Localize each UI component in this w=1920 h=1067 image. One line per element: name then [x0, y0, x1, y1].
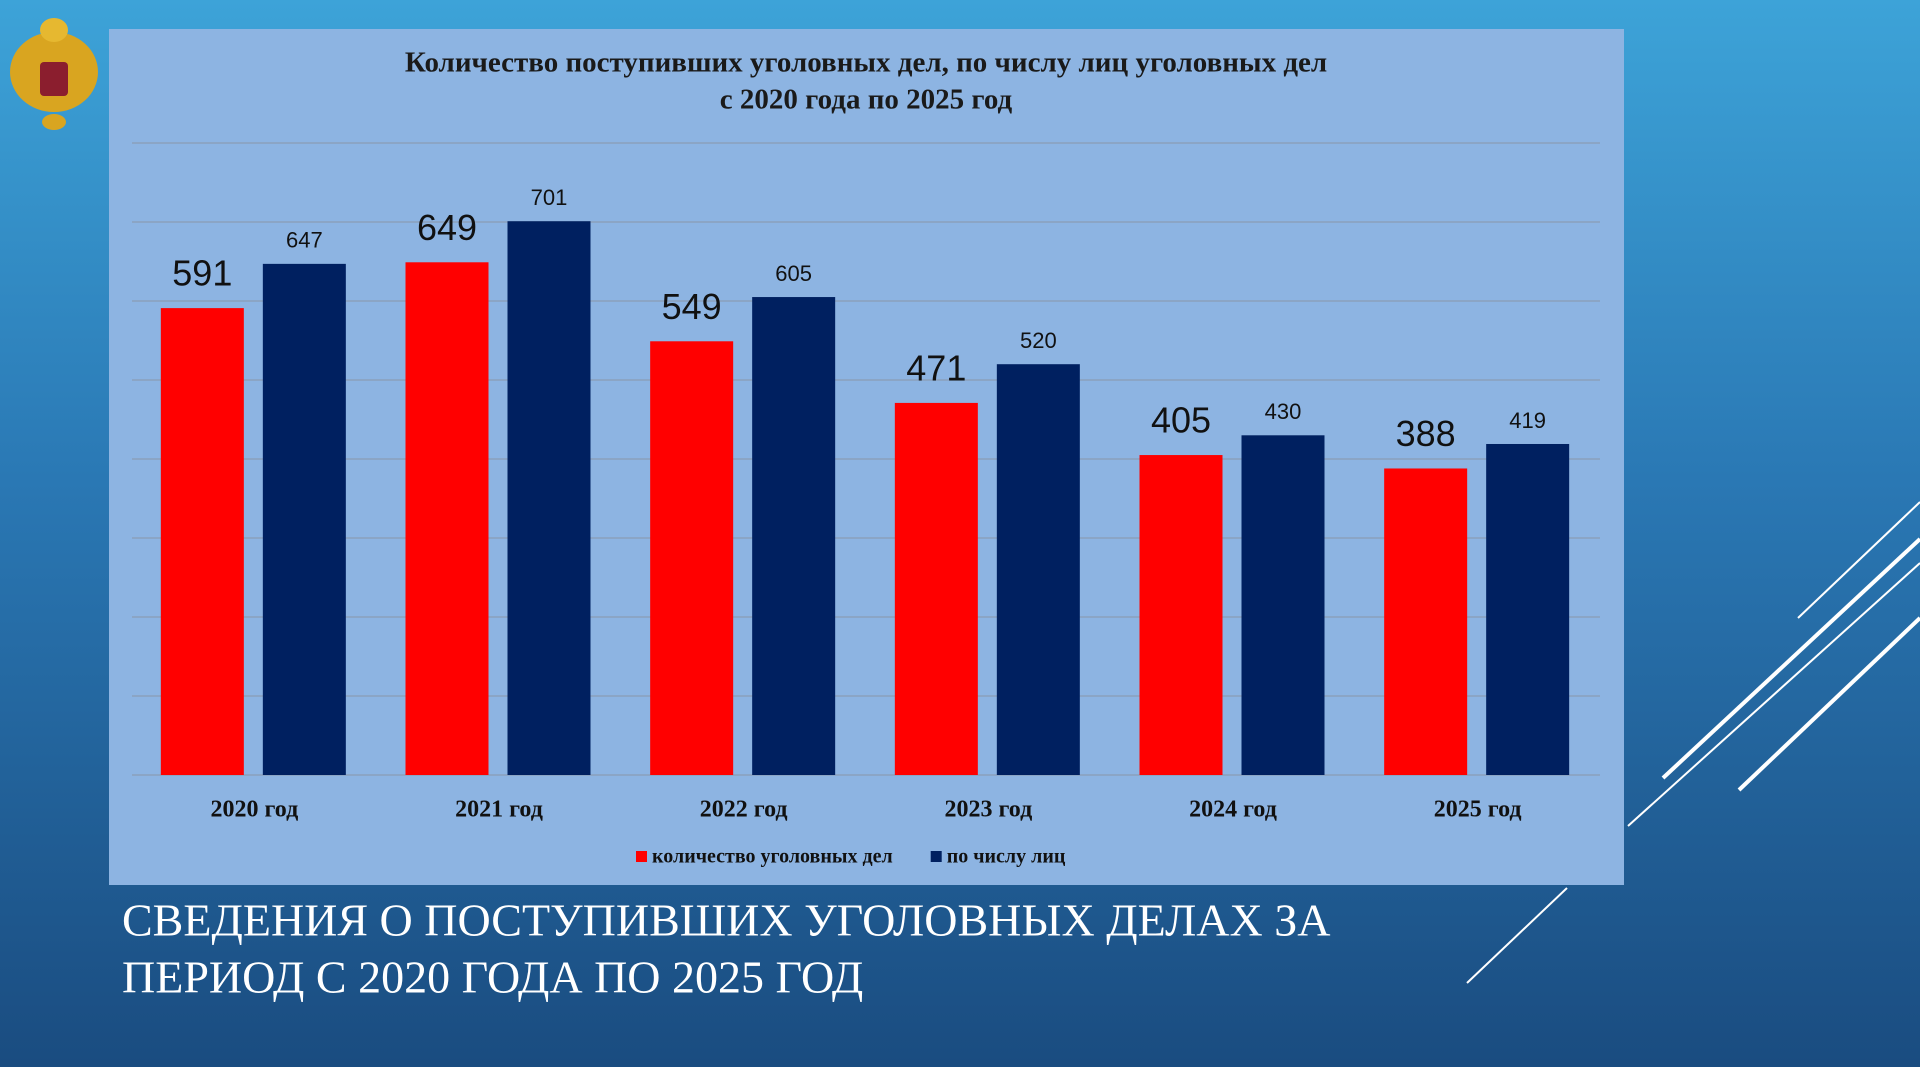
x-tick-label: 2025 год — [1434, 797, 1522, 823]
legend-swatch — [930, 851, 942, 862]
x-tick-label: 2024 год — [1189, 797, 1277, 823]
legend-label: количество уголовных дел — [652, 846, 893, 868]
bar — [894, 402, 978, 775]
emblem-shield — [40, 62, 68, 96]
decor-line — [1466, 887, 1568, 984]
x-tick-label: 2021 год — [455, 797, 543, 823]
bar — [1486, 443, 1570, 775]
emblem-tail — [42, 114, 66, 130]
data-label: 549 — [662, 286, 722, 327]
bar — [160, 308, 244, 775]
bar — [1241, 435, 1325, 775]
data-label: 591 — [172, 253, 232, 294]
decor-line — [1627, 562, 1920, 827]
data-label: 471 — [906, 347, 966, 388]
decor-line — [1661, 537, 1920, 780]
decor-line — [1737, 616, 1920, 792]
slide-title: СВЕДЕНИЯ О ПОСТУПИВШИХ УГОЛОВНЫХ ДЕЛАХ З… — [122, 895, 1330, 946]
data-label: 647 — [286, 228, 323, 253]
decor-lines — [1466, 501, 1920, 984]
x-tick-label: 2020 год — [210, 797, 298, 823]
bar — [405, 262, 489, 775]
emblem-crown — [40, 18, 68, 42]
bar — [1384, 468, 1468, 775]
bar — [1139, 455, 1223, 775]
bar — [650, 341, 734, 775]
chart-title: с 2020 года по 2025 год — [720, 84, 1013, 116]
data-label: 701 — [531, 185, 568, 210]
data-label: 419 — [1509, 408, 1546, 433]
bar — [996, 364, 1080, 775]
x-tick-label: 2022 год — [700, 797, 788, 823]
data-label: 430 — [1265, 399, 1302, 424]
legend-label: по числу лиц — [947, 846, 1066, 868]
chart-title: Количество поступивших уголовных дел, по… — [405, 47, 1327, 79]
x-tick-label: 2023 год — [944, 797, 1032, 823]
data-label: 520 — [1020, 328, 1057, 353]
bar — [262, 263, 346, 775]
data-label: 405 — [1151, 400, 1211, 441]
legend-swatch — [636, 851, 647, 862]
bar — [507, 221, 591, 775]
slide-title: ПЕРИОД С 2020 ГОДА ПО 2025 ГОД — [122, 952, 863, 1003]
bar — [752, 297, 836, 775]
emblem — [10, 18, 98, 130]
data-label: 388 — [1396, 413, 1456, 454]
data-label: 649 — [417, 207, 477, 248]
data-label: 605 — [775, 261, 812, 286]
chart-area — [109, 29, 1624, 885]
decor-line — [1797, 501, 1920, 619]
